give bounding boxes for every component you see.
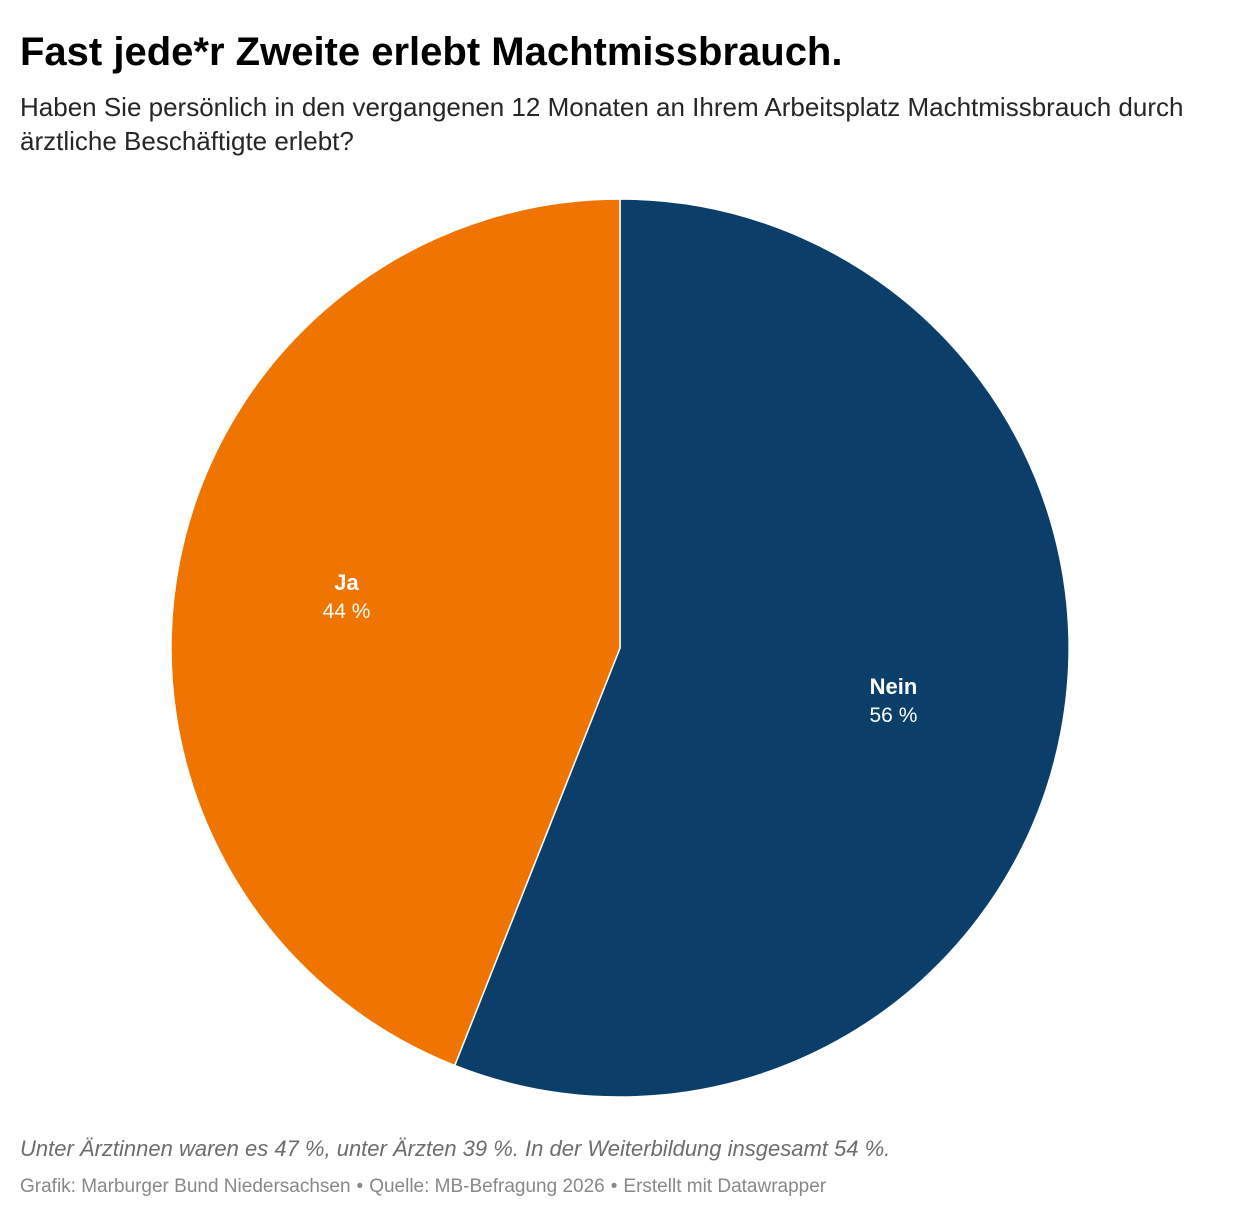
chart-footer: Grafik: Marburger Bund Niedersachsen • Que…: [20, 1176, 826, 1198]
slice-label-nein: Nein: [870, 674, 918, 699]
source-text: Quelle: MB-Befragung 2026: [369, 1176, 605, 1197]
datawrapper-credit: Erstellt mit Datawrapper: [623, 1176, 827, 1197]
pie-chart-area: Nein 56 % Ja 44 %: [20, 188, 1220, 1108]
footer-separator: •: [610, 1176, 618, 1197]
pie-slices: [170, 198, 1070, 1098]
credit-text: Grafik: Marburger Bund Niedersachsen: [20, 1176, 351, 1197]
slice-value-nein: 56 %: [870, 704, 918, 727]
pie-slice-ja: [170, 198, 621, 1067]
chart-title: Fast jede*r Zweite erlebt Machtmissbrauc…: [20, 30, 843, 74]
pie-slice-nein: [453, 198, 1070, 1098]
pie-chart: Nein 56 % Ja 44 %: [170, 198, 1070, 1098]
slice-label-ja: Ja: [334, 570, 359, 595]
chart-subtitle: Haben Sie persönlich in den vergangenen …: [20, 92, 1184, 156]
pie-labels: Nein 56 % Ja 44 %: [323, 570, 918, 727]
footer-separator: •: [356, 1176, 364, 1197]
chart-container: Fast jede*r Zweite erlebt Machtmissbrauc…: [20, 20, 1220, 1210]
slice-value-ja: 44 %: [323, 600, 371, 623]
chart-notes: Unter Ärztinnen waren es 47 %, unter Ärz…: [20, 1136, 891, 1161]
